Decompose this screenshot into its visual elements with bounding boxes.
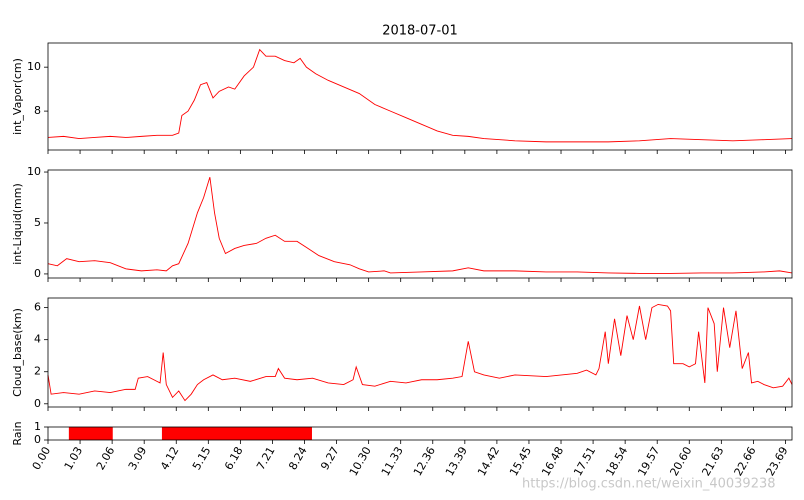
axes-frame xyxy=(47,169,793,279)
chart-title: 2018-07-01 xyxy=(382,24,458,39)
y-axis-label: int_Vapor(cm) xyxy=(11,58,24,135)
y-tick-label: 2 xyxy=(34,365,41,378)
y-tick-label: 8 xyxy=(34,104,41,117)
y-axis-label: int-Liquid(mm) xyxy=(11,183,24,265)
watermark: https://blog.csdn.net/weixin_40039238 xyxy=(522,477,776,492)
axes-frame xyxy=(47,426,793,441)
y-tick-label: 0 xyxy=(34,267,41,280)
y-axis-label: Cloud_base(km) xyxy=(11,308,24,397)
axes-frame xyxy=(47,297,793,408)
y-tick-label: 1 xyxy=(34,420,41,433)
axes-frame xyxy=(47,42,793,151)
y-tick-label: 10 xyxy=(27,60,41,73)
line xyxy=(47,303,793,402)
y-tick-label: 4 xyxy=(34,333,41,346)
y-tick-label: 0 xyxy=(34,397,41,410)
line xyxy=(47,48,793,143)
y-tick-label: 10 xyxy=(27,165,41,178)
line xyxy=(47,176,793,274)
rain-area xyxy=(48,427,792,440)
y-axis-label: Rain xyxy=(11,421,24,445)
y-tick-label: 6 xyxy=(34,301,41,314)
y-tick-label: 5 xyxy=(34,216,41,229)
y-tick-label: 0 xyxy=(34,433,41,446)
